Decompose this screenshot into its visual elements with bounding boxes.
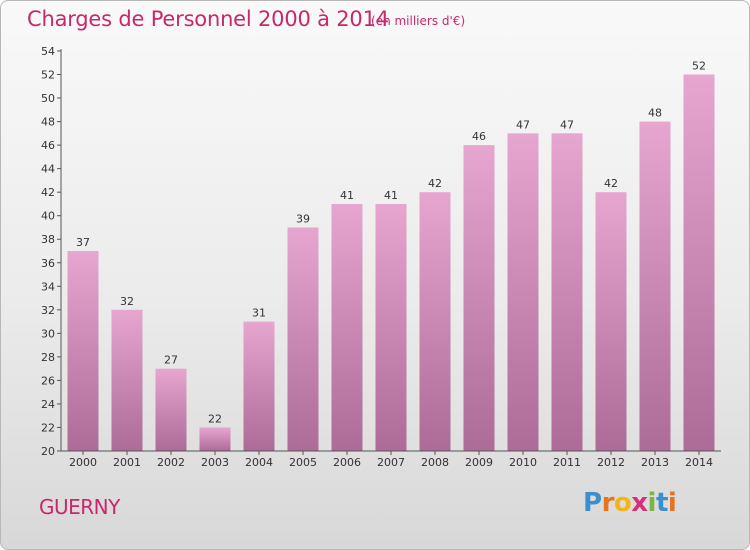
bar-value-label: 31	[252, 307, 266, 320]
bar-2002	[155, 368, 187, 451]
y-tick-label: 34	[41, 280, 55, 293]
bar-2007	[375, 203, 407, 451]
bar-value-label: 27	[164, 354, 178, 367]
bar-value-label: 42	[428, 177, 442, 190]
logo-letter: P	[583, 488, 602, 518]
chart-title: Charges de Personnel 2000 à 2014	[27, 7, 389, 31]
bar-value-label: 47	[516, 118, 530, 131]
commune-name: GUERNY	[39, 495, 120, 519]
y-tick-label: 54	[41, 45, 55, 58]
y-tick-label: 44	[41, 163, 55, 176]
y-tick-label: 22	[41, 421, 55, 434]
bar-value-label: 52	[692, 60, 706, 73]
logo-letter: o	[613, 488, 632, 518]
x-tick-label: 2012	[597, 456, 625, 469]
x-tick-label: 2003	[201, 456, 229, 469]
logo-letter: x	[631, 488, 648, 518]
x-tick-label: 2014	[685, 456, 713, 469]
bar-value-label: 46	[472, 130, 486, 143]
bars-group: 37 32 27 22 31 39 41 41 42 46 47 47 42 48 52	[67, 60, 715, 452]
x-tick-label: 2001	[113, 456, 141, 469]
bar-2014	[683, 74, 715, 451]
x-tick-label: 2006	[333, 456, 361, 469]
y-tick-label: 48	[41, 116, 55, 129]
logo-letter: i	[667, 488, 677, 518]
y-tick-label: 42	[41, 186, 55, 199]
y-tick-label: 40	[41, 210, 55, 223]
logo-letter: r	[601, 488, 615, 518]
bar-value-label: 41	[340, 189, 354, 202]
x-tick-label: 2011	[553, 456, 581, 469]
proxiti-logo[interactable]: Proxiti	[583, 488, 677, 518]
bar-2008	[419, 192, 451, 452]
x-tick-label: 2010	[509, 456, 537, 469]
y-tick-label: 32	[41, 304, 55, 317]
bar-value-label: 41	[384, 189, 398, 202]
x-tick-label: 2009	[465, 456, 493, 469]
y-tick-label: 46	[41, 139, 55, 152]
bar-2012	[595, 192, 627, 452]
y-tick-label: 28	[41, 351, 55, 364]
bar-2011	[551, 133, 583, 451]
bar-2003	[199, 427, 231, 451]
bar-2010	[507, 133, 539, 451]
x-tick-label: 2000	[69, 456, 97, 469]
x-tick-label: 2005	[289, 456, 317, 469]
y-tick-label: 36	[41, 257, 55, 270]
bar-2006	[331, 203, 363, 451]
bar-value-label: 42	[604, 177, 618, 190]
bar-value-label: 39	[296, 212, 310, 225]
x-tick-label: 2002	[157, 456, 185, 469]
bar-value-label: 32	[120, 295, 134, 308]
y-tick-label: 20	[41, 445, 55, 458]
bar-2009	[463, 145, 495, 451]
axes-group: 2000 2001 2002 2003 2004 2005 2006 2007 2008 2009…	[41, 45, 721, 469]
bar-2004	[243, 321, 275, 451]
x-tick-label: 2007	[377, 456, 405, 469]
y-tick-label: 24	[41, 398, 55, 411]
bar-2013	[639, 121, 671, 452]
bar-value-label: 47	[560, 118, 574, 131]
bar-value-label: 48	[648, 107, 662, 120]
bar-2005	[287, 227, 319, 451]
bar-value-label: 37	[76, 236, 90, 249]
bar-2000	[67, 251, 99, 451]
y-tick-label: 52	[41, 69, 55, 82]
chart-subtitle: (en milliers d'€)	[371, 14, 466, 28]
y-tick-label: 38	[41, 233, 55, 246]
x-tick-label: 2004	[245, 456, 273, 469]
logo-letter: i	[647, 488, 657, 518]
bar-value-label: 22	[208, 412, 222, 425]
x-tick-label: 2008	[421, 456, 449, 469]
y-tick-label: 50	[41, 92, 55, 105]
logo-letter: t	[655, 488, 668, 518]
y-tick-label: 26	[41, 374, 55, 387]
y-tick-label: 30	[41, 327, 55, 340]
x-tick-label: 2013	[641, 456, 669, 469]
bar-2001	[111, 309, 143, 451]
